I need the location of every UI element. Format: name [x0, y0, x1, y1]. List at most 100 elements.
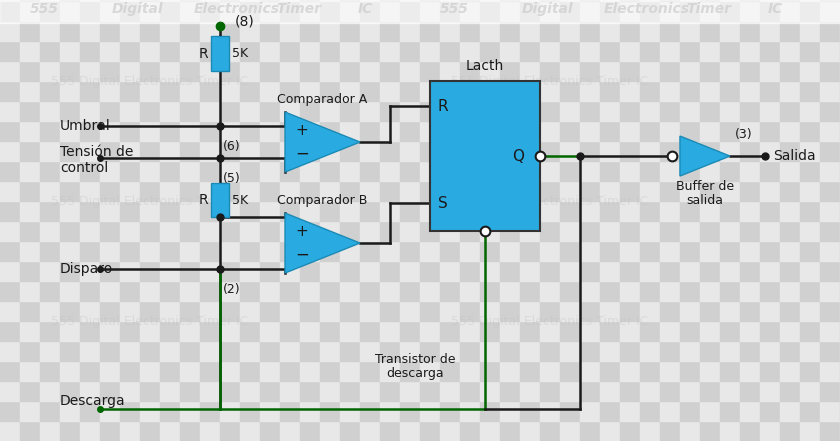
- Bar: [300, 261, 320, 281]
- Bar: [400, 281, 420, 301]
- Bar: [660, 401, 680, 421]
- Bar: [160, 41, 180, 61]
- Bar: [440, 61, 460, 81]
- Bar: [160, 181, 180, 201]
- Bar: [400, 261, 420, 281]
- Text: Transistor de: Transistor de: [375, 352, 455, 366]
- Bar: [100, 381, 120, 401]
- Bar: [260, 361, 280, 381]
- Bar: [500, 101, 520, 121]
- Bar: [560, 61, 580, 81]
- Bar: [580, 401, 600, 421]
- Bar: [800, 1, 820, 21]
- Bar: [160, 281, 180, 301]
- Bar: [40, 261, 60, 281]
- Bar: [520, 201, 540, 221]
- Text: (2): (2): [223, 283, 240, 296]
- Bar: [820, 141, 840, 161]
- Bar: [440, 381, 460, 401]
- Text: Umbral: Umbral: [60, 119, 111, 133]
- Bar: [560, 321, 580, 341]
- Bar: [200, 161, 220, 181]
- Bar: [260, 321, 280, 341]
- Bar: [820, 61, 840, 81]
- Bar: [720, 0, 740, 1]
- Bar: [640, 281, 660, 301]
- Bar: [580, 421, 600, 441]
- Bar: [300, 301, 320, 321]
- Bar: [720, 121, 740, 141]
- Bar: [620, 281, 640, 301]
- Bar: [680, 341, 700, 361]
- Bar: [560, 221, 580, 241]
- Bar: [440, 141, 460, 161]
- Bar: [660, 421, 680, 441]
- Bar: [700, 421, 720, 441]
- Polygon shape: [680, 136, 730, 176]
- Bar: [320, 121, 340, 141]
- Bar: [120, 261, 140, 281]
- Bar: [540, 321, 560, 341]
- Bar: [280, 81, 300, 101]
- Bar: [220, 341, 240, 361]
- Bar: [780, 421, 800, 441]
- Bar: [260, 201, 280, 221]
- Bar: [680, 0, 700, 1]
- Bar: [560, 121, 580, 141]
- Bar: [440, 161, 460, 181]
- Bar: [560, 101, 580, 121]
- Bar: [700, 1, 720, 21]
- Bar: [380, 401, 400, 421]
- Bar: [300, 281, 320, 301]
- Bar: [60, 321, 80, 341]
- Bar: [820, 261, 840, 281]
- Bar: [760, 281, 780, 301]
- Bar: [700, 141, 720, 161]
- Bar: [660, 161, 680, 181]
- Text: Descarga: Descarga: [60, 394, 126, 408]
- Bar: [640, 201, 660, 221]
- Bar: [0, 121, 20, 141]
- Bar: [240, 121, 260, 141]
- Bar: [720, 161, 740, 181]
- Bar: [640, 121, 660, 141]
- Bar: [520, 121, 540, 141]
- Bar: [760, 421, 780, 441]
- Bar: [0, 421, 20, 441]
- Bar: [560, 401, 580, 421]
- Bar: [360, 61, 380, 81]
- Bar: [400, 341, 420, 361]
- Bar: [180, 381, 200, 401]
- Bar: [700, 201, 720, 221]
- Bar: [720, 401, 740, 421]
- Bar: [340, 221, 360, 241]
- Bar: [160, 221, 180, 241]
- Bar: [680, 301, 700, 321]
- Bar: [460, 101, 480, 121]
- Bar: [640, 301, 660, 321]
- Bar: [140, 381, 160, 401]
- Text: 5K: 5K: [232, 47, 248, 60]
- Bar: [800, 241, 820, 261]
- Bar: [800, 41, 820, 61]
- Bar: [780, 241, 800, 261]
- Bar: [340, 241, 360, 261]
- Bar: [440, 101, 460, 121]
- Bar: [820, 321, 840, 341]
- Bar: [400, 1, 420, 21]
- Bar: [120, 0, 140, 1]
- Bar: [780, 61, 800, 81]
- Bar: [240, 321, 260, 341]
- Bar: [180, 121, 200, 141]
- Bar: [720, 61, 740, 81]
- Bar: [40, 341, 60, 361]
- Bar: [180, 0, 200, 1]
- Bar: [280, 361, 300, 381]
- Bar: [820, 381, 840, 401]
- Bar: [260, 381, 280, 401]
- Bar: [240, 141, 260, 161]
- Bar: [40, 121, 60, 141]
- Bar: [760, 361, 780, 381]
- Bar: [200, 321, 220, 341]
- Bar: [320, 421, 340, 441]
